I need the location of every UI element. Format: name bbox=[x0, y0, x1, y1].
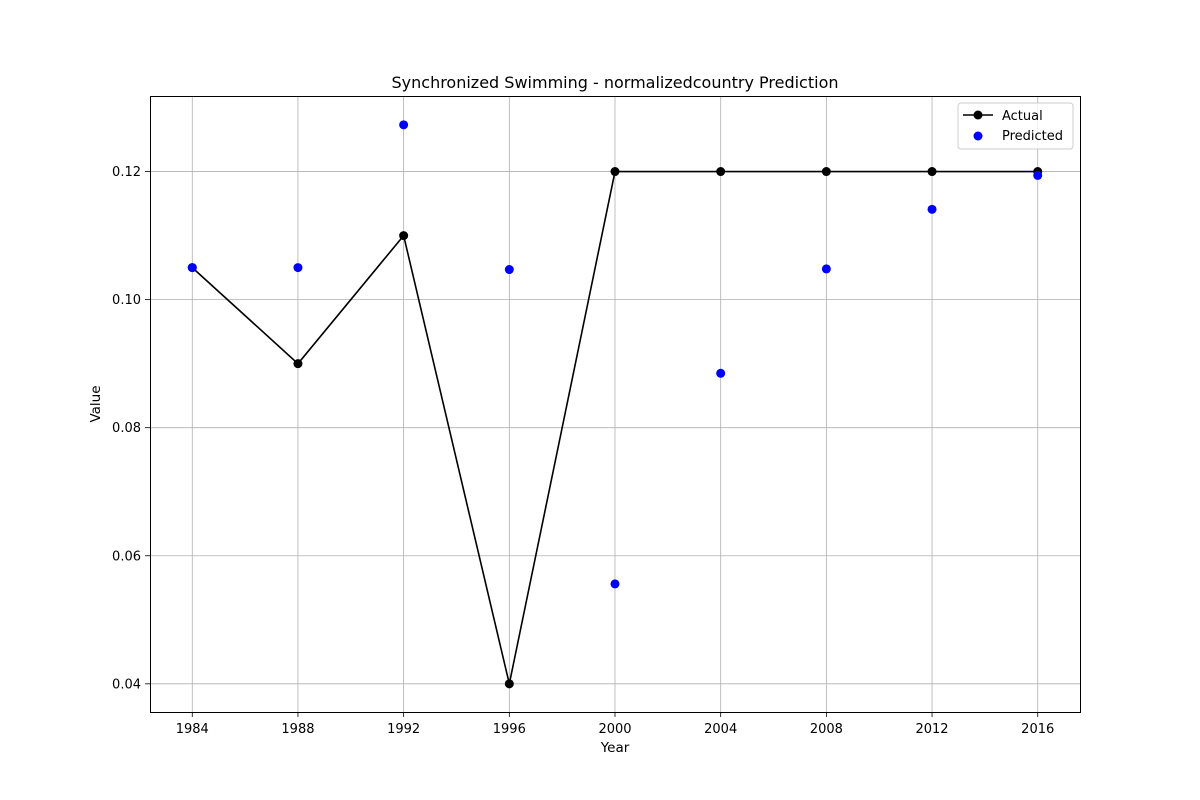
x-tick-label: 2012 bbox=[915, 722, 948, 737]
y-axis-ticks: 0.04 0.06 0.08 0.10 0.12 bbox=[112, 165, 150, 692]
predicted-point bbox=[504, 265, 514, 275]
predicted-point bbox=[821, 264, 831, 274]
predicted-point bbox=[927, 204, 937, 214]
y-tick-label: 0.10 bbox=[112, 293, 141, 308]
chart-title: Synchronized Swimming - normalizedcountr… bbox=[392, 73, 839, 92]
predicted-point bbox=[399, 120, 409, 130]
legend-predicted-marker bbox=[973, 131, 983, 141]
actual-point bbox=[927, 167, 937, 177]
actual-point bbox=[716, 167, 726, 177]
x-tick-label: 1988 bbox=[281, 722, 314, 737]
predicted-point bbox=[716, 368, 726, 378]
predicted-point bbox=[1033, 170, 1043, 180]
predicted-point bbox=[610, 579, 620, 589]
x-tick-label: 1996 bbox=[493, 722, 526, 737]
x-axis-label: Year bbox=[600, 740, 630, 756]
legend-actual-marker bbox=[973, 110, 983, 120]
plot-frame bbox=[150, 96, 1081, 713]
actual-point bbox=[821, 167, 831, 177]
y-axis-label: Value bbox=[88, 385, 104, 422]
legend-actual-label: Actual bbox=[1002, 109, 1043, 124]
x-tick-label: 1992 bbox=[387, 722, 420, 737]
legend: Actual Predicted bbox=[957, 102, 1074, 150]
y-tick-label: 0.06 bbox=[112, 549, 141, 564]
actual-point bbox=[399, 231, 409, 241]
y-tick-label: 0.04 bbox=[112, 677, 141, 692]
actual-point bbox=[504, 679, 514, 689]
predicted-point bbox=[293, 263, 303, 273]
predicted-point bbox=[187, 263, 197, 273]
x-tick-label: 1984 bbox=[176, 722, 209, 737]
x-axis-ticks: 1984 1988 1992 1996 2000 2004 2008 2012 2016 bbox=[176, 712, 1054, 737]
x-tick-label: 2000 bbox=[598, 722, 631, 737]
y-tick-label: 0.08 bbox=[112, 421, 141, 436]
y-tick-label: 0.12 bbox=[112, 165, 141, 180]
actual-point bbox=[610, 167, 620, 177]
x-tick-label: 2004 bbox=[704, 722, 737, 737]
x-tick-label: 2008 bbox=[810, 722, 843, 737]
actual-point bbox=[293, 359, 303, 369]
legend-predicted-label: Predicted bbox=[1002, 129, 1063, 144]
plot-series bbox=[187, 120, 1043, 689]
x-tick-label: 2016 bbox=[1021, 722, 1054, 737]
